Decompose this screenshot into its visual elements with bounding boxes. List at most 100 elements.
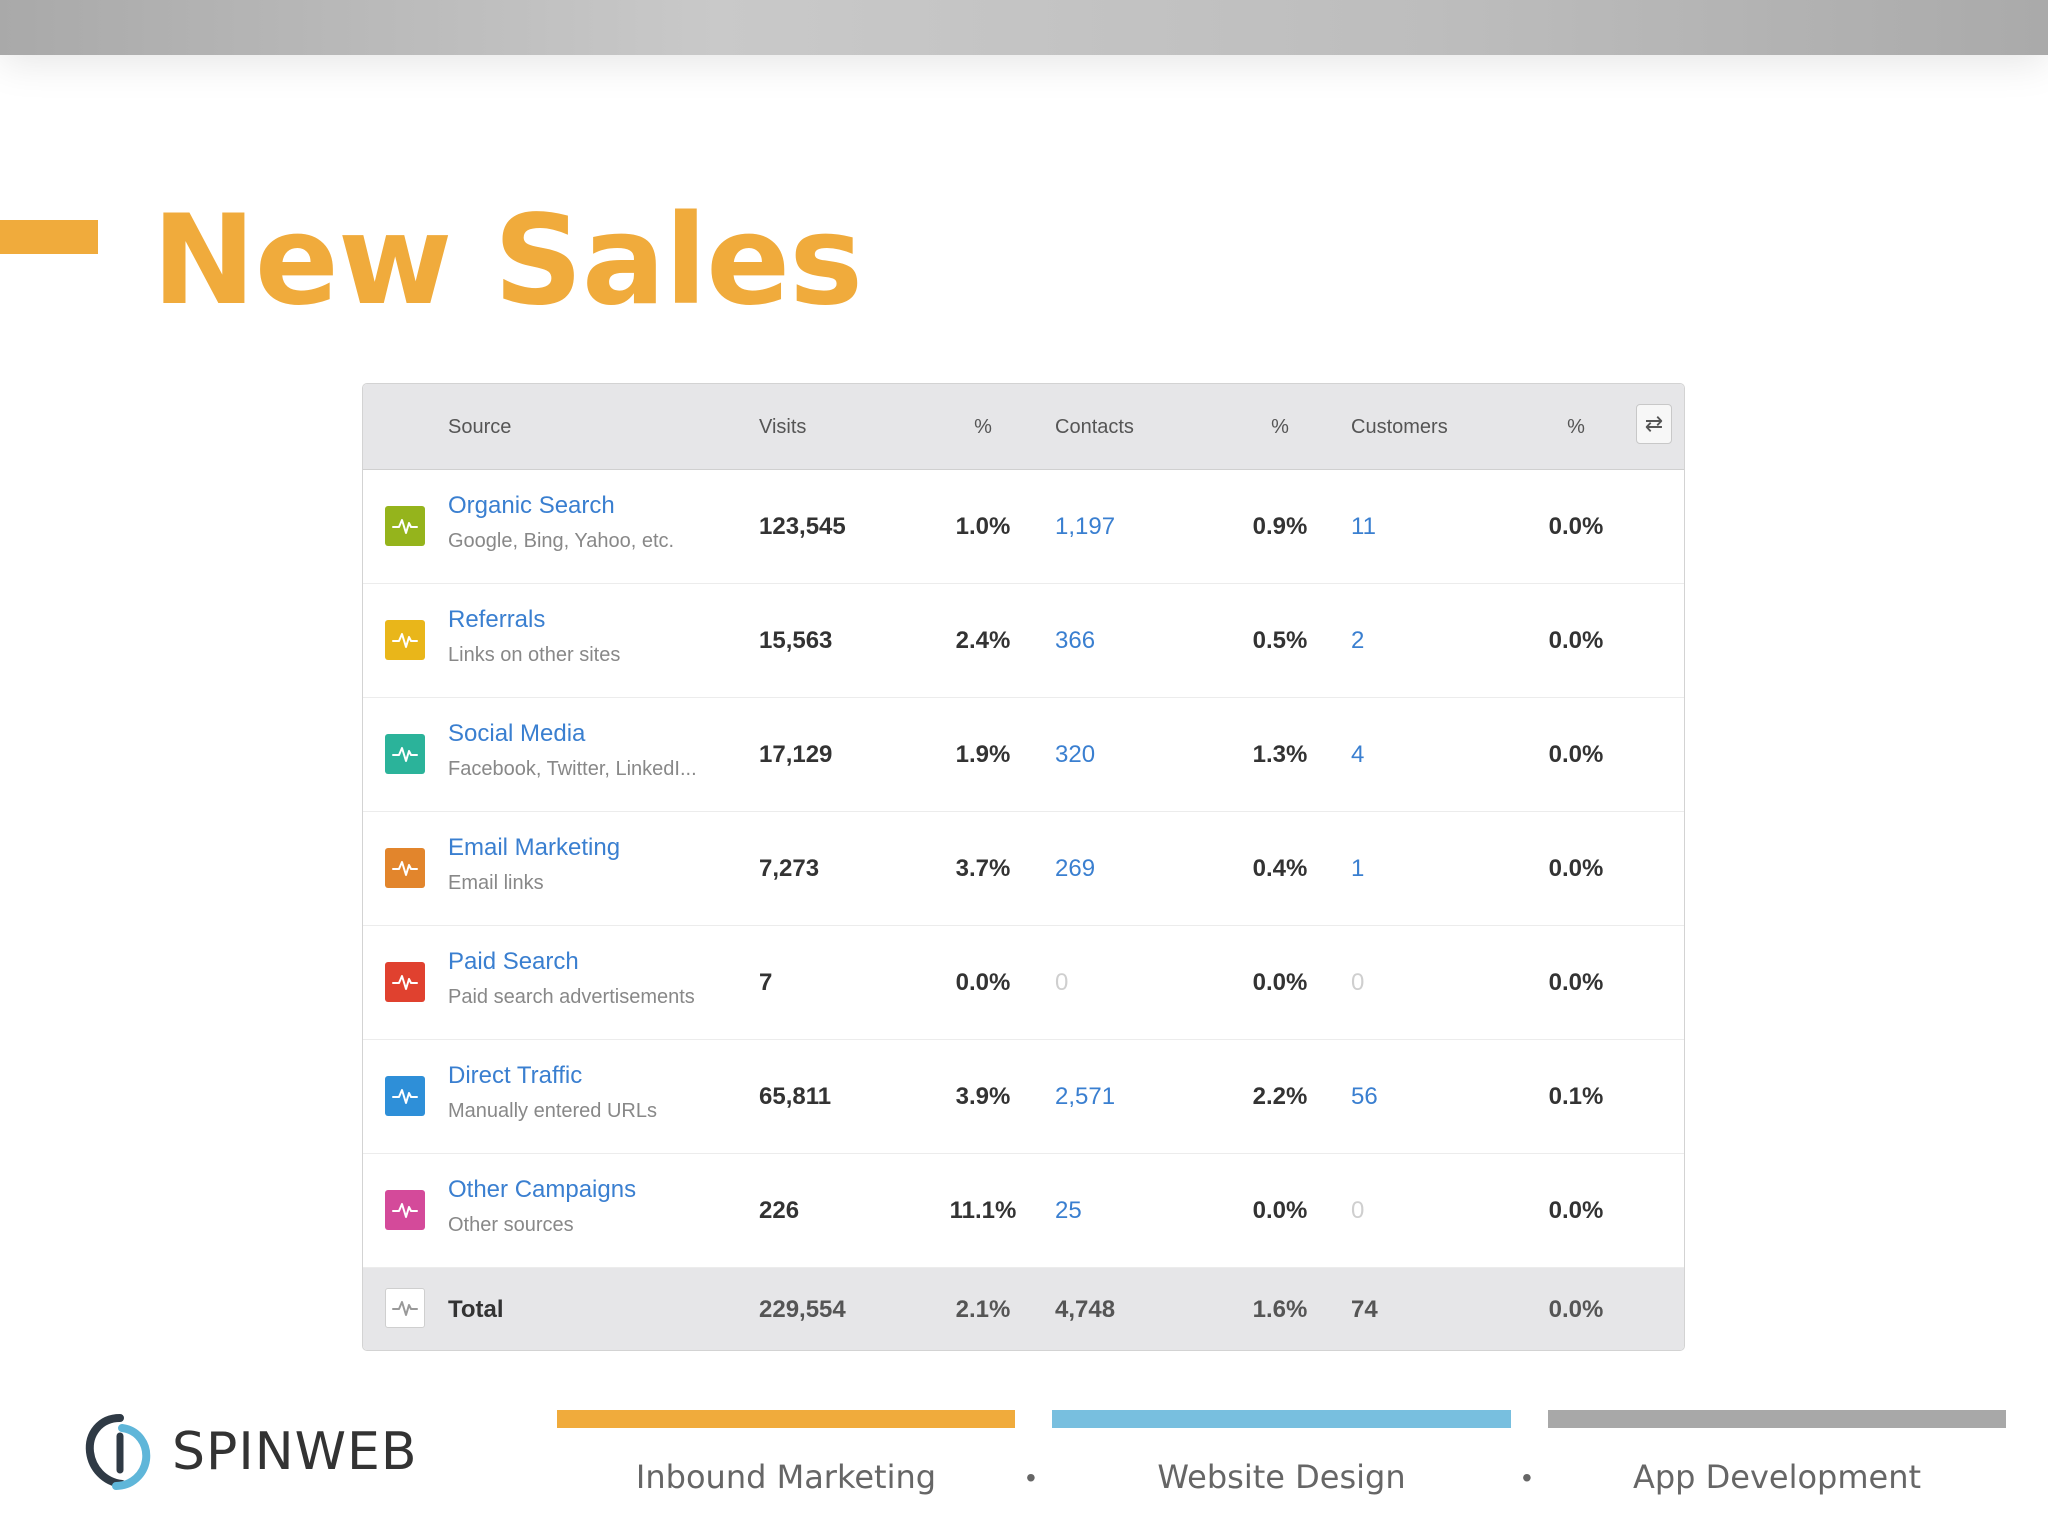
customers-pct-value: 0.0% <box>1548 969 1604 996</box>
visits-pct-value: 1.0% <box>955 513 1011 540</box>
customers-pct-value: 0.0% <box>1548 627 1604 654</box>
contacts-value[interactable]: 269 <box>1055 855 1096 882</box>
page-title: New Sales <box>152 189 863 333</box>
source-name-link[interactable]: Organic Search <box>448 492 615 519</box>
source-description: Paid search advertisements <box>448 986 695 1008</box>
table-row: Direct Traffic Manually entered URLs 65,81… <box>363 1040 1684 1154</box>
source-description: Links on other sites <box>448 644 621 666</box>
total-visits-pct: 2.1% <box>955 1296 1011 1323</box>
table-row: Other Campaigns Other sources 226 11.1% 25 0.… <box>363 1154 1684 1268</box>
source-name-link[interactable]: Paid Search <box>448 948 579 975</box>
header-customers[interactable]: Customers <box>1351 416 1448 438</box>
footer-service-inbound: Inbound Marketing <box>635 1458 937 1496</box>
header-visits-pct[interactable]: % <box>974 416 992 438</box>
total-chart-icon[interactable] <box>385 1288 425 1328</box>
customers-value[interactable]: 1 <box>1351 855 1365 882</box>
customers-pct-value: 0.0% <box>1548 1197 1604 1224</box>
header-visits[interactable]: Visits <box>759 416 807 438</box>
visits-value: 226 <box>759 1197 800 1224</box>
customers-pct-value: 0.0% <box>1548 741 1604 768</box>
footer-bar-app <box>1548 1410 2006 1428</box>
visits-value: 65,811 <box>759 1083 832 1110</box>
visits-value: 7 <box>759 969 773 996</box>
source-name-link[interactable]: Social Media <box>448 720 586 747</box>
visits-pct-value: 3.9% <box>955 1083 1011 1110</box>
table-header: Source Visits % Contacts % Customers % ⇄ <box>363 384 1684 470</box>
header-source[interactable]: Source <box>448 416 512 438</box>
source-name-link[interactable]: Other Campaigns <box>448 1176 637 1203</box>
table-row: Social Media Facebook, Twitter, LinkedI..… <box>363 698 1684 812</box>
footer-service-app: App Development <box>1632 1458 1922 1496</box>
table-row: Email Marketing Email links 7,273 3.7% 269 0.… <box>363 812 1684 926</box>
source-description: Email links <box>448 872 544 894</box>
customers-pct-value: 0.1% <box>1548 1083 1604 1110</box>
source-chart-icon[interactable] <box>385 734 425 774</box>
source-description: Google, Bing, Yahoo, etc. <box>448 530 675 552</box>
contacts-value[interactable]: 25 <box>1055 1197 1082 1224</box>
header-contacts-pct[interactable]: % <box>1271 416 1289 438</box>
source-chart-icon[interactable] <box>385 1076 425 1116</box>
contacts-value: 0 <box>1055 969 1069 996</box>
source-description: Facebook, Twitter, LinkedI... <box>448 758 697 780</box>
table-row: Organic Search Google, Bing, Yahoo, etc. 1… <box>363 470 1684 584</box>
spinweb-logo-icon <box>85 1414 151 1490</box>
total-contacts-pct: 1.6% <box>1252 1296 1308 1323</box>
source-name-link[interactable]: Email Marketing <box>448 834 621 861</box>
sources-table: Source Visits % Contacts % Customers % ⇄… <box>362 383 1685 1351</box>
visits-pct-value: 1.9% <box>955 741 1011 768</box>
customers-value: 0 <box>1351 969 1365 996</box>
customers-value[interactable]: 4 <box>1351 741 1365 768</box>
footer-separator: • <box>1522 1462 1532 1493</box>
customers-pct-value: 0.0% <box>1548 513 1604 540</box>
source-name-link[interactable]: Direct Traffic <box>448 1062 583 1089</box>
visits-pct-value: 2.4% <box>955 627 1011 654</box>
total-customers-pct: 0.0% <box>1548 1296 1604 1323</box>
contacts-value[interactable]: 320 <box>1055 741 1096 768</box>
contacts-pct-value: 0.0% <box>1252 969 1308 996</box>
source-name-link[interactable]: Referrals <box>448 606 546 633</box>
total-customers: 74 <box>1351 1296 1378 1323</box>
visits-pct-value: 0.0% <box>955 969 1011 996</box>
contacts-value[interactable]: 2,571 <box>1055 1083 1116 1110</box>
visits-value: 7,273 <box>759 855 820 882</box>
table-row: Referrals Links on other sites 15,563 2.4% 3… <box>363 584 1684 698</box>
contacts-pct-value: 0.0% <box>1252 1197 1308 1224</box>
visits-value: 15,563 <box>759 627 833 654</box>
customers-value: 0 <box>1351 1197 1365 1224</box>
customers-value[interactable]: 2 <box>1351 627 1365 654</box>
source-chart-icon[interactable] <box>385 848 425 888</box>
customers-value[interactable]: 11 <box>1351 513 1376 540</box>
source-description: Other sources <box>448 1214 574 1236</box>
contacts-value[interactable]: 1,197 <box>1055 513 1116 540</box>
top-banner <box>0 0 2048 55</box>
total-visits: 229,554 <box>759 1296 846 1323</box>
source-chart-icon[interactable] <box>385 962 425 1002</box>
source-chart-icon[interactable] <box>385 1190 425 1230</box>
contacts-pct-value: 0.4% <box>1252 855 1308 882</box>
source-chart-icon[interactable] <box>385 506 425 546</box>
footer-separator: • <box>1026 1462 1036 1493</box>
total-contacts: 4,748 <box>1055 1296 1116 1323</box>
header-contacts[interactable]: Contacts <box>1055 416 1134 438</box>
source-description: Manually entered URLs <box>448 1100 657 1122</box>
swap-arrows-icon[interactable]: ⇄ <box>1636 404 1672 444</box>
footer-service-website: Website Design <box>1157 1458 1406 1496</box>
table-row: Paid Search Paid search advertisements 7 0.… <box>363 926 1684 1040</box>
contacts-pct-value: 0.9% <box>1252 513 1308 540</box>
contacts-pct-value: 1.3% <box>1252 741 1308 768</box>
visits-value: 123,545 <box>759 513 846 540</box>
brand-name: SPINWEB <box>172 1422 418 1482</box>
header-customers-pct[interactable]: % <box>1567 416 1585 438</box>
footer-bar-inbound <box>557 1410 1015 1428</box>
contacts-pct-value: 0.5% <box>1252 627 1308 654</box>
contacts-value[interactable]: 366 <box>1055 627 1096 654</box>
total-row: Total 229,554 2.1% 4,748 1.6% 74 0.0% <box>363 1268 1684 1350</box>
customers-value[interactable]: 56 <box>1351 1083 1378 1110</box>
source-chart-icon[interactable] <box>385 620 425 660</box>
total-label: Total <box>448 1296 504 1323</box>
footer-bar-website <box>1052 1410 1511 1428</box>
contacts-pct-value: 2.2% <box>1252 1083 1308 1110</box>
spinweb-logo: SPINWEB <box>82 1412 418 1492</box>
title-accent-bar <box>0 220 98 254</box>
visits-pct-value: 3.7% <box>955 855 1011 882</box>
